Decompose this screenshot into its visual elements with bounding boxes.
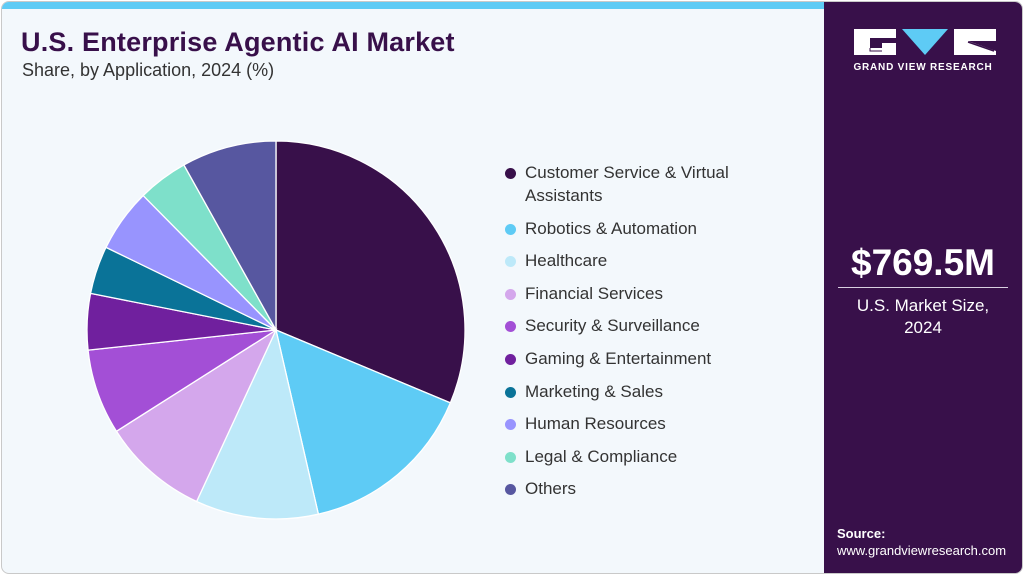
- accent-bar: [2, 2, 824, 9]
- market-size-label-line2: 2024: [904, 318, 942, 337]
- market-size-value: $769.5M: [851, 242, 995, 283]
- legend-dot-icon: [505, 223, 516, 235]
- pie-slice: [275, 328, 452, 515]
- legend-item: Robotics & Automation: [505, 217, 805, 240]
- legend-dot-icon: [505, 484, 516, 496]
- legend-label: Others: [525, 477, 576, 500]
- gvr-logo-icon: [854, 29, 996, 55]
- legend-item: Human Resources: [505, 412, 805, 435]
- market-size-label-line1: U.S. Market Size,: [856, 296, 990, 315]
- chart-subtitle: Share, by Application, 2024 (%): [22, 60, 275, 80]
- source-link[interactable]: www.grandviewresearch.com: [837, 543, 1007, 558]
- legend: Customer Service & Virtual Assistants Robo…: [505, 161, 805, 510]
- pie-slice: [183, 140, 277, 333]
- pie-chart: [86, 140, 466, 520]
- legend-label: Customer Service & Virtual Assistants: [525, 161, 729, 207]
- legend-label: Financial Services: [525, 282, 663, 305]
- legend-dot-icon: [505, 168, 516, 179]
- legend-label-line: Security & Surveillance: [525, 316, 700, 336]
- legend-label-line: Human Resources: [525, 414, 666, 434]
- legend-item: Legal & Compliance: [505, 445, 805, 468]
- legend-label: Robotics & Automation: [525, 217, 697, 240]
- source-label: Source:: [837, 526, 886, 541]
- pie-slice: [275, 140, 466, 404]
- side-panel: GRAND VIEW RESEARCH $769.5M U.S. Market …: [824, 2, 1022, 573]
- legend-label-line: Customer Service & Virtual: [525, 163, 729, 182]
- legend-dot-icon: [505, 288, 516, 300]
- legend-dot-icon: [505, 256, 516, 268]
- pie-slice: [195, 328, 320, 520]
- legend-label-line: Legal & Compliance: [525, 446, 678, 466]
- legend-item: Customer Service & Virtual Assistants: [505, 161, 805, 207]
- legend-label: Gaming & Entertainment: [525, 347, 711, 370]
- legend-label-line: Healthcare: [525, 251, 608, 271]
- legend-label: Security & Surveillance: [525, 314, 700, 337]
- legend-dot-icon: [505, 321, 516, 333]
- legend-label: Human Resources: [525, 412, 666, 435]
- chart-title: U.S. Enterprise Agentic AI Market: [21, 27, 455, 57]
- legend-label-line: Assistants: [525, 186, 603, 205]
- legend-dot-icon: [505, 386, 516, 398]
- legend-dot-icon: [505, 353, 516, 365]
- legend-label-line: Financial Services: [525, 283, 663, 303]
- legend-label: Healthcare: [525, 249, 607, 272]
- pie-slice: [115, 328, 278, 503]
- legend-item: Marketing & Sales: [505, 380, 805, 403]
- divider: [838, 287, 1008, 288]
- legend-label-line: Gaming & Entertainment: [525, 348, 712, 368]
- legend-label-line: Marketing & Sales: [525, 381, 663, 401]
- legend-label-line: Robotics & Automation: [525, 218, 697, 238]
- legend-label-line: Others: [525, 479, 577, 499]
- legend-label: Marketing & Sales: [525, 380, 663, 403]
- market-size-label: U.S. Market Size, 2024: [824, 295, 1022, 339]
- brand-name: GRAND VIEW RESEARCH: [853, 62, 993, 73]
- legend-item: Security & Surveillance: [505, 314, 805, 337]
- legend-item: Healthcare: [505, 249, 805, 272]
- legend-dot-icon: [505, 419, 516, 431]
- legend-item: Gaming & Entertainment: [505, 347, 805, 370]
- legend-item: Others: [505, 477, 805, 500]
- legend-dot-icon: [505, 451, 516, 463]
- legend-item: Financial Services: [505, 282, 805, 305]
- legend-label: Legal & Compliance: [525, 445, 677, 468]
